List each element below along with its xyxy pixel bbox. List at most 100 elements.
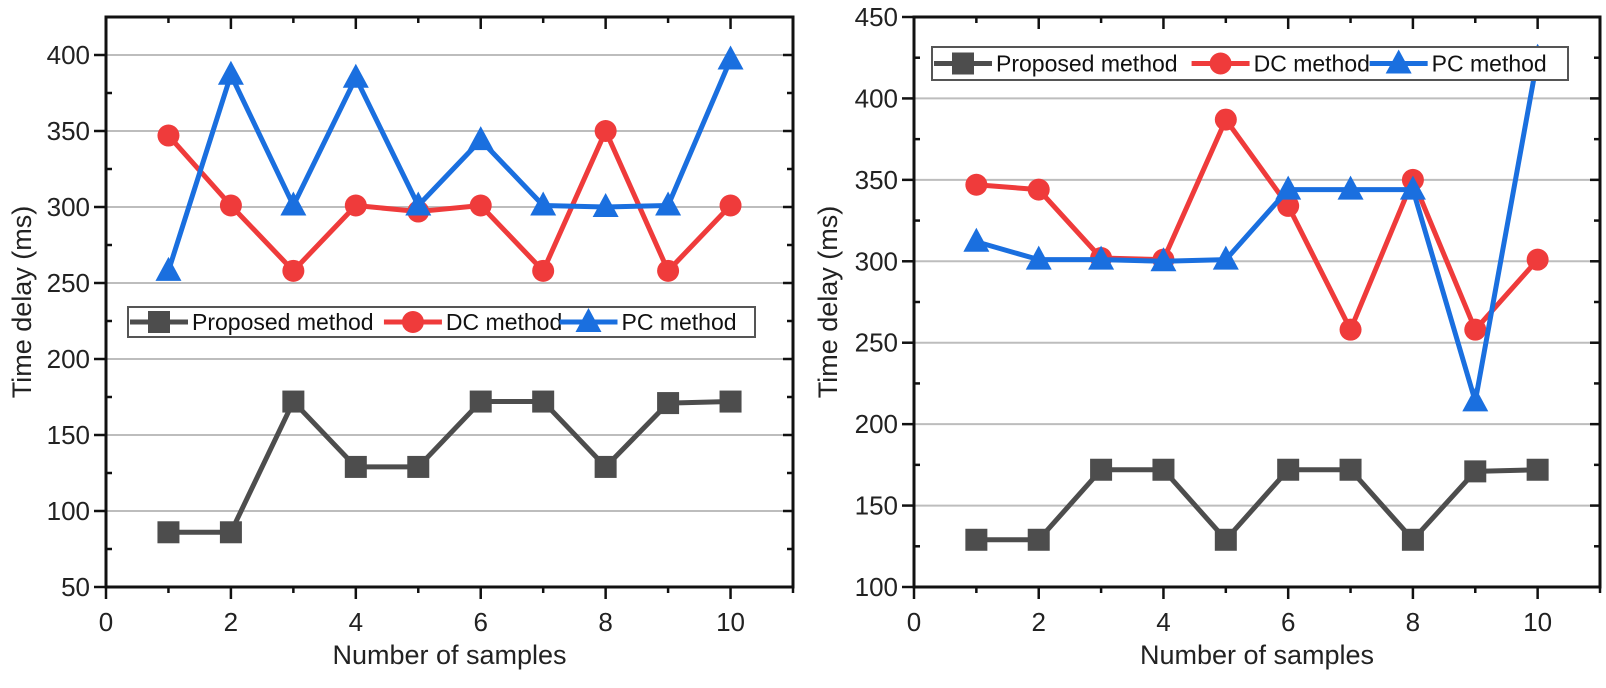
data-point — [965, 528, 988, 551]
data-point — [1464, 460, 1487, 483]
y-tick-label: 150 — [855, 491, 898, 521]
legend-label: Proposed method — [996, 51, 1178, 77]
x-tick-label: 4 — [349, 607, 363, 637]
axes-frame — [104, 15, 795, 589]
data-point — [1526, 248, 1549, 271]
x-tick-label: 2 — [1031, 607, 1045, 637]
y-tick-label: 100 — [47, 496, 90, 526]
data-point — [1337, 175, 1364, 200]
x-axis-label: Number of samples — [1140, 640, 1374, 670]
data-point — [157, 521, 180, 544]
y-tick-label: 200 — [855, 409, 898, 439]
data-point — [1027, 528, 1050, 551]
plot-area — [963, 43, 1551, 551]
y-tick-label: 50 — [61, 572, 90, 602]
data-point — [594, 120, 617, 142]
x-tick-label: 6 — [473, 607, 487, 637]
data-point — [655, 191, 682, 216]
y-tick-label: 200 — [47, 344, 90, 374]
data-point — [1214, 528, 1237, 551]
x-tick-label: 8 — [1406, 607, 1420, 637]
x-tick-label: 6 — [1281, 607, 1295, 637]
data-point — [1462, 387, 1489, 412]
data-point — [657, 259, 680, 282]
data-point — [594, 455, 617, 478]
data-point — [469, 194, 492, 217]
data-point — [344, 455, 367, 478]
legend-marker-triangle — [1385, 49, 1412, 74]
legend-marker-circle — [1209, 52, 1232, 75]
series-line-2 — [166, 58, 733, 272]
data-point — [407, 455, 430, 478]
legend-label: DC method — [446, 309, 562, 335]
data-point — [532, 259, 555, 282]
chart-panel-2: 100 150 200 250 300 350 400 450 0 2 4 6 8 10 Number of… — [813, 2, 1602, 670]
data-point — [719, 390, 742, 413]
data-point — [157, 124, 180, 147]
y-tick-label: 450 — [855, 2, 898, 32]
plot-area — [155, 45, 744, 544]
data-point — [217, 60, 244, 85]
data-point — [1399, 175, 1426, 200]
data-point — [1214, 108, 1237, 131]
y-tick-label: 400 — [855, 83, 898, 113]
series-line-0 — [976, 467, 1538, 543]
data-point — [1339, 318, 1362, 341]
data-point — [282, 390, 305, 413]
legend-marker-square — [952, 52, 974, 75]
data-point — [719, 194, 742, 217]
legend-box — [931, 46, 1569, 81]
data-point — [405, 191, 432, 216]
data-point — [1150, 247, 1177, 272]
y-tick-label: 250 — [47, 268, 90, 298]
data-point — [1275, 175, 1302, 200]
legend-marker-circle — [401, 311, 424, 333]
legend-label: Proposed method — [192, 309, 374, 335]
y-tick-label: 300 — [855, 246, 898, 276]
series-line-1 — [976, 117, 1540, 333]
data-point — [155, 256, 182, 281]
series-line-0 — [168, 399, 731, 535]
x-tick-label: 10 — [716, 607, 745, 637]
y-tick-label: 250 — [855, 328, 898, 358]
y-axis-label: Time delay (ms) — [7, 206, 37, 399]
x-tick-label: 0 — [907, 607, 921, 637]
data-point — [965, 173, 988, 196]
y-axis-label: Time delay (ms) — [813, 206, 843, 399]
legend-label: PC method — [621, 309, 736, 335]
x-axis-label: Number of samples — [332, 640, 566, 670]
legend-label: DC method — [1254, 51, 1370, 77]
y-tick-label: 350 — [855, 165, 898, 195]
legend-marker-square — [148, 311, 170, 333]
data-point — [532, 390, 555, 413]
y-tick-label: 350 — [47, 116, 90, 146]
data-point — [219, 521, 242, 544]
axes-frame — [912, 15, 1602, 589]
y-tick-label: 300 — [47, 192, 90, 222]
data-point — [1339, 458, 1362, 481]
data-point — [219, 194, 242, 217]
legend: Proposed method DC method PC method — [931, 46, 1569, 81]
x-tick-label: 4 — [1156, 607, 1170, 637]
data-point — [1088, 245, 1115, 270]
series-line-2 — [975, 57, 1541, 404]
data-point — [1277, 458, 1300, 481]
data-point — [1464, 318, 1487, 341]
data-point — [342, 63, 369, 88]
data-point — [1277, 194, 1300, 217]
data-point — [530, 191, 557, 216]
series-line-1 — [166, 128, 733, 274]
data-point — [1025, 245, 1052, 270]
x-tick-label: 0 — [99, 607, 113, 637]
y-tick-label: 100 — [855, 572, 898, 602]
x-tick-label: 2 — [224, 607, 238, 637]
data-point — [963, 227, 990, 252]
data-point — [1212, 245, 1239, 270]
data-point — [1090, 458, 1113, 481]
data-point — [469, 390, 492, 413]
data-point — [1526, 458, 1549, 481]
x-tick-label: 8 — [598, 607, 612, 637]
data-point — [1152, 458, 1175, 481]
data-point — [280, 191, 307, 216]
